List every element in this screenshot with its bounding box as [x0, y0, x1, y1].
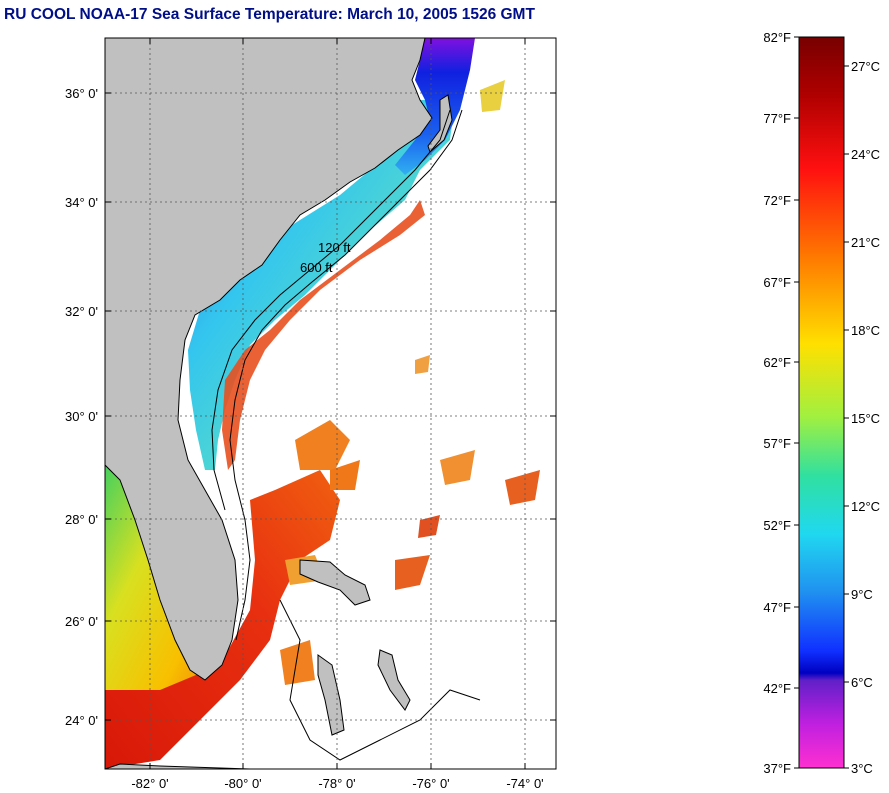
- warm-patch: [295, 420, 350, 470]
- lon-label: -78° 0': [318, 776, 355, 791]
- contour-label-120: 120 ft: [318, 240, 351, 255]
- lon-label: -74° 0': [506, 776, 543, 791]
- lon-label: -82° 0': [131, 776, 168, 791]
- warm-patch: [415, 355, 430, 374]
- colorbar-label-c: 24°C: [851, 147, 880, 162]
- land-outer-banks: [427, 94, 453, 153]
- land-bahamas: [317, 654, 345, 736]
- map-title: RU COOL NOAA-17 Sea Surface Temperature:…: [4, 6, 535, 23]
- gulf-stream: [105, 470, 340, 769]
- colorbar-label-f: 82°F: [763, 30, 791, 45]
- land-cuba: [105, 763, 251, 769]
- colorbar-label-f: 77°F: [763, 111, 791, 126]
- contour-label-600: 600 ft: [300, 260, 333, 275]
- lat-label: 36° 0': [65, 86, 98, 101]
- lat-label: 32° 0': [65, 304, 98, 319]
- lat-label: 30° 0': [65, 409, 98, 424]
- lat-label: 24° 0': [65, 713, 98, 728]
- land-bahamas: [377, 649, 411, 711]
- colorbar-label-f: 67°F: [763, 275, 791, 290]
- colorbar-label-c: 21°C: [851, 235, 880, 250]
- warm-patch: [418, 515, 440, 538]
- colorbar-label-c: 9°C: [851, 587, 873, 602]
- lon-label: -80° 0': [224, 776, 261, 791]
- contour-600ft: [229, 109, 463, 641]
- land-southeast-us: [105, 38, 433, 681]
- warm-patch: [440, 450, 475, 485]
- colorbar-label-f: 52°F: [763, 518, 791, 533]
- colorbar: [798, 36, 845, 769]
- lon-ticks: [149, 38, 526, 769]
- lat-label: 34° 0': [65, 195, 98, 210]
- warm-patch: [280, 640, 315, 685]
- lat-label: 28° 0': [65, 512, 98, 527]
- warm-patch: [395, 555, 430, 590]
- colorbar-label-c: 18°C: [851, 323, 880, 338]
- gulf-stream-north: [222, 200, 425, 470]
- contour-bahamas: [279, 599, 481, 761]
- shelf-water: [188, 100, 455, 470]
- colorbar-ticks: [794, 36, 849, 769]
- colorbar-label-f: 47°F: [763, 600, 791, 615]
- contour-120ft: [211, 109, 451, 511]
- land-bahamas: [299, 559, 371, 606]
- colorbar-label-c: 3°C: [851, 761, 873, 776]
- colorbar-label-f: 37°F: [763, 761, 791, 776]
- colorbar-label-f: 62°F: [763, 355, 791, 370]
- warm-patch: [330, 460, 360, 490]
- lon-label: -76° 0': [412, 776, 449, 791]
- warm-patch: [480, 80, 505, 112]
- colorbar-label-f: 42°F: [763, 681, 791, 696]
- colorbar-label-f: 72°F: [763, 193, 791, 208]
- colorbar-label-c: 6°C: [851, 675, 873, 690]
- colorbar-label-c: 12°C: [851, 499, 880, 514]
- warm-patch: [505, 470, 540, 505]
- north-cold-water: [395, 38, 475, 175]
- lat-ticks: [105, 92, 556, 721]
- lat-label: 26° 0': [65, 614, 98, 629]
- colorbar-label-f: 57°F: [763, 436, 791, 451]
- map-grid: [105, 38, 556, 769]
- colorbar-label-c: 15°C: [851, 411, 880, 426]
- colorbar-label-c: 27°C: [851, 59, 880, 74]
